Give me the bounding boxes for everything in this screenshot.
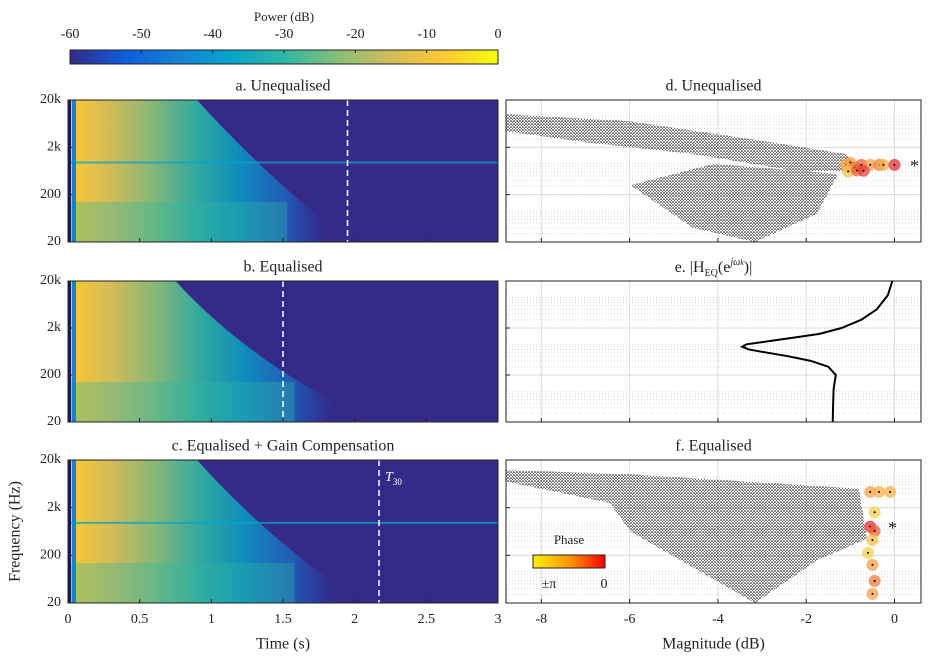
colorbar-tick-label: 0 <box>495 27 502 42</box>
y-tick-label: 200 <box>40 548 61 563</box>
title-part: (e <box>718 259 730 276</box>
y-tick-label: 20k <box>40 92 61 107</box>
y-tick-label: 20 <box>47 234 61 249</box>
title-part: )| <box>744 259 753 276</box>
colorbar-title: Power (dB) <box>254 9 314 24</box>
title-part: e. |H <box>675 259 705 276</box>
x-tick-label: -4 <box>712 612 724 627</box>
panel-title: a. Unequalised <box>235 78 330 95</box>
scatter-cloud <box>506 114 863 171</box>
x-tick-label: 2 <box>351 612 358 627</box>
spectrogram-energy <box>68 281 335 422</box>
x-tick-label: 3 <box>495 612 502 627</box>
onset-edge <box>68 281 71 422</box>
spectrogram-energy <box>68 100 326 242</box>
onset-edge <box>68 100 71 242</box>
x-axis-label: Magnitude (dB) <box>662 636 765 653</box>
mode-center <box>878 490 881 493</box>
colorbar-tick-label: -30 <box>275 27 294 42</box>
eq-curve <box>739 280 894 423</box>
mode-center <box>882 163 885 166</box>
mode-center <box>889 490 892 493</box>
onset-stripe <box>72 460 76 603</box>
mode-center <box>867 551 870 554</box>
y-tick-label: 2k <box>47 500 61 515</box>
x-tick-label: 0.5 <box>131 612 149 627</box>
mode-center <box>893 163 896 166</box>
colorbar-tick-label: -20 <box>346 27 365 42</box>
y-tick-label: 20 <box>47 414 61 429</box>
phase-colorbar <box>532 554 606 569</box>
y-tick-label: 20k <box>40 273 61 288</box>
scatter-cloud <box>506 470 868 603</box>
x-axis-label: Time (s) <box>256 636 310 653</box>
x-tick-label: 2.5 <box>418 612 436 627</box>
mode-center <box>871 538 874 541</box>
phase-colorbar-label: ±π <box>542 577 557 592</box>
t30-symbol: T <box>385 470 394 485</box>
axes-frame <box>505 280 922 423</box>
phase-colorbar-label: 0 <box>601 577 608 592</box>
y-tick-label: 20k <box>40 452 61 467</box>
mode-center <box>873 511 876 514</box>
mode-center <box>873 579 876 582</box>
mode-center <box>862 169 865 172</box>
onset-stripe <box>72 281 76 422</box>
y-tick-label: 20 <box>47 595 61 610</box>
x-tick-label: 1 <box>208 612 215 627</box>
axes-frame <box>505 99 922 243</box>
colorbar-tick-label: -50 <box>132 27 151 42</box>
y-tick-label: 200 <box>40 187 61 202</box>
x-tick-label: 0 <box>891 612 898 627</box>
colorbar-tick-label: -10 <box>417 27 436 42</box>
mode-center <box>871 592 874 595</box>
mode-center <box>873 529 876 532</box>
x-tick-label: 0 <box>65 612 72 627</box>
colorbar-tick-label: -60 <box>61 27 80 42</box>
title-sub: EQ <box>705 268 719 279</box>
mode-center <box>871 563 874 566</box>
mode-center <box>869 490 872 493</box>
title-sup: jω <box>728 257 740 268</box>
title-supsub: k <box>740 258 744 267</box>
axes-frame <box>505 459 922 604</box>
y-tick-label: 2k <box>47 140 61 155</box>
annotation: * <box>910 156 919 176</box>
colorbar-tick-label: -40 <box>203 27 222 42</box>
onset-edge <box>68 460 71 603</box>
phase-colorbar-title: Phase <box>554 532 585 547</box>
y-tick-label: 200 <box>40 367 61 382</box>
x-tick-label: -6 <box>624 612 636 627</box>
annotation: * <box>888 518 897 538</box>
onset-stripe <box>72 100 76 242</box>
scatter-cloud <box>630 163 838 242</box>
y-axis-label: Frequency (Hz) <box>7 481 24 582</box>
spectrogram-low-band <box>68 202 288 242</box>
mode-center <box>847 170 850 173</box>
mode-center <box>855 169 858 172</box>
spectrogram-low-band <box>68 563 295 603</box>
y-tick-label: 2k <box>47 320 61 335</box>
panel-title: e. |HEQ(ejωk)| <box>675 257 753 279</box>
panel-title: c. Equalised + Gain Compensation <box>172 438 395 455</box>
x-tick-label: 1.5 <box>274 612 292 627</box>
panel-title: f. Equalised <box>675 438 751 455</box>
x-tick-label: -2 <box>800 612 812 627</box>
spectrogram-energy <box>68 460 335 603</box>
t30-label: T30 <box>385 470 402 487</box>
spectrogram-low-band <box>68 382 295 422</box>
t30-subscript: 30 <box>393 477 403 487</box>
x-tick-label: -8 <box>535 612 547 627</box>
panel-title: b. Equalised <box>243 259 322 276</box>
mode-center <box>869 163 872 166</box>
panel-title: d. Unequalised <box>666 78 762 95</box>
